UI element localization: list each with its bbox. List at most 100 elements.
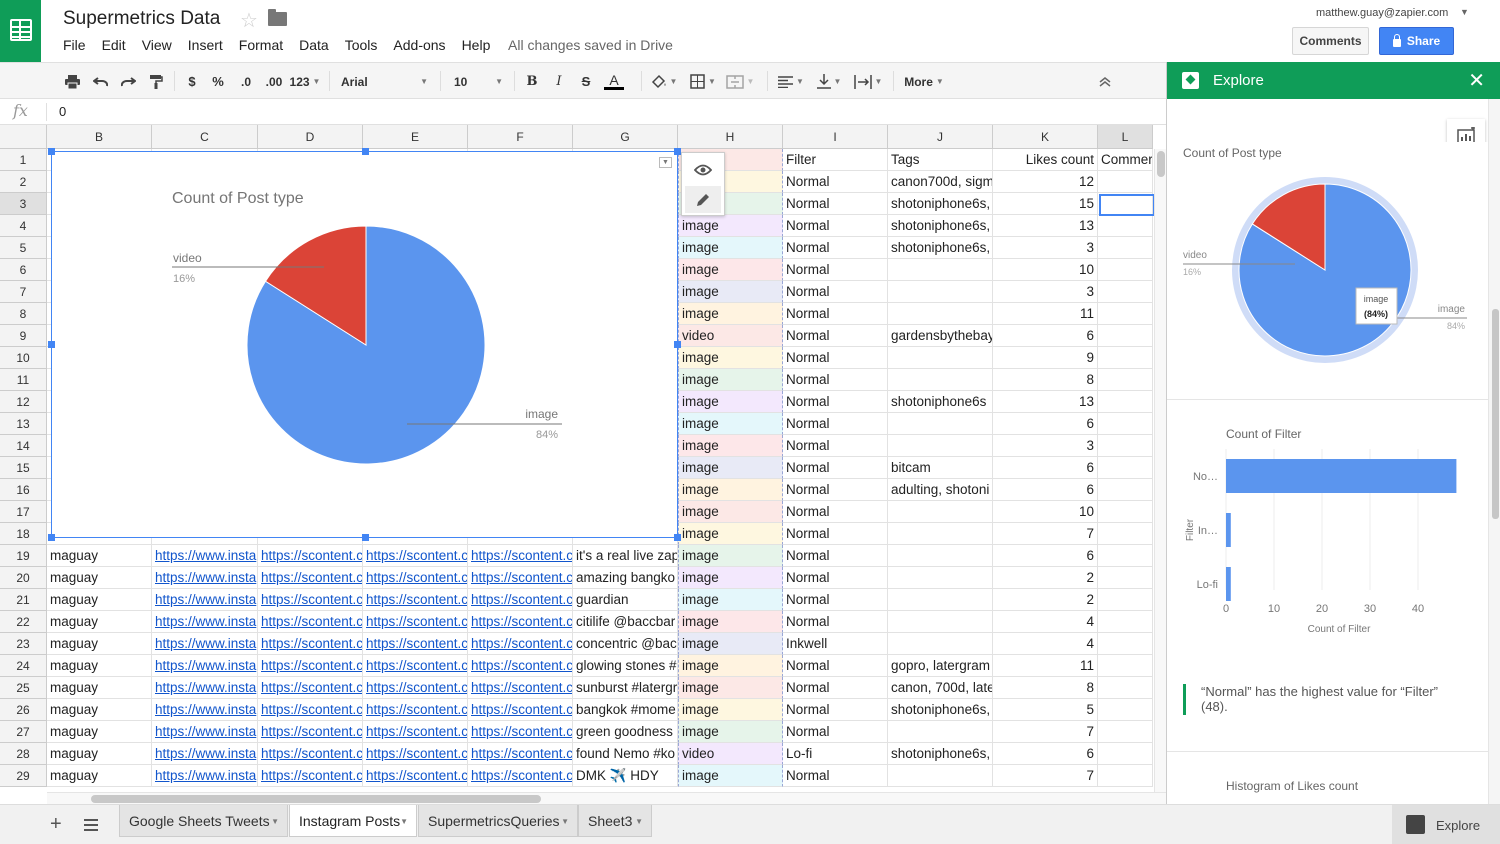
grid-cell[interactable]: image (678, 237, 783, 259)
grid-cell[interactable]: https://scontent.c (363, 633, 468, 655)
resize-handle[interactable] (48, 148, 55, 155)
grid-cell[interactable]: Normal (783, 501, 888, 523)
grid-cell[interactable]: maguay (47, 699, 152, 721)
grid-cell[interactable] (888, 259, 993, 281)
grid-cell[interactable]: https://www.insta (152, 765, 258, 787)
grid-cell[interactable]: 6 (993, 545, 1098, 567)
grid-cell[interactable] (1098, 259, 1153, 281)
grid-cell[interactable]: https://scontent.c (258, 589, 363, 611)
print-icon[interactable] (62, 63, 82, 100)
grid-cell[interactable]: image (678, 567, 783, 589)
grid-cell[interactable]: 11 (993, 303, 1098, 325)
bold-icon[interactable]: B (526, 74, 538, 89)
row-header[interactable]: 27 (0, 721, 47, 743)
grid-cell[interactable]: maguay (47, 545, 152, 567)
bar-inkwell[interactable] (1226, 513, 1231, 547)
grid-cell[interactable]: 6 (993, 457, 1098, 479)
grid-cell[interactable] (1098, 633, 1153, 655)
grid-cell[interactable]: https://scontent.c (468, 611, 573, 633)
grid-cell[interactable] (1098, 677, 1153, 699)
grid-cell[interactable] (1098, 457, 1153, 479)
grid-cell[interactable]: Filter (783, 149, 888, 171)
grid-cell[interactable]: shotoniphone6s (888, 391, 993, 413)
account-dropdown-icon[interactable]: ▼ (1460, 7, 1469, 17)
grid-cell[interactable] (1098, 655, 1153, 677)
grid-cell[interactable]: Normal (783, 391, 888, 413)
grid-cell[interactable] (1098, 237, 1153, 259)
grid-cell[interactable] (1098, 501, 1153, 523)
sheets-logo-icon[interactable] (0, 0, 41, 62)
grid-cell[interactable]: 4 (993, 611, 1098, 633)
grid-cell[interactable]: https://scontent.c (363, 545, 468, 567)
explore-scrollbar[interactable] (1488, 99, 1500, 804)
grid-cell[interactable] (888, 721, 993, 743)
grid-cell[interactable]: shotoniphone6s, (888, 215, 993, 237)
fill-color-icon[interactable]: ▼ (648, 63, 680, 100)
grid-cell[interactable]: https://scontent.c (363, 699, 468, 721)
grid-cell[interactable] (888, 369, 993, 391)
grid-cell[interactable]: 9 (993, 347, 1098, 369)
grid-cell[interactable]: Normal (783, 193, 888, 215)
grid-cell[interactable]: image (678, 457, 783, 479)
grid-cell[interactable]: Normal (783, 479, 888, 501)
grid-cell[interactable]: Normal (783, 699, 888, 721)
grid-cell[interactable]: amazing bangko (573, 567, 678, 589)
grid-cell[interactable]: https://scontent.c (258, 743, 363, 765)
column-header[interactable]: C (152, 125, 258, 149)
column-header[interactable]: E (363, 125, 468, 149)
grid-cell[interactable]: https://scontent.c (468, 567, 573, 589)
row-header[interactable]: 23 (0, 633, 47, 655)
grid-cell[interactable]: adulting, shotoni (888, 479, 993, 501)
select-all-corner[interactable] (0, 125, 47, 149)
menu-data[interactable]: Data (299, 37, 329, 53)
grid-cell[interactable]: Normal (783, 545, 888, 567)
grid-cell[interactable]: Normal (783, 655, 888, 677)
menu-tools[interactable]: Tools (344, 37, 378, 53)
grid-cell[interactable]: 6 (993, 413, 1098, 435)
grid-cell[interactable]: maguay (47, 567, 152, 589)
grid-cell[interactable]: Normal (783, 677, 888, 699)
grid-cell[interactable]: image (678, 655, 783, 677)
grid-cell[interactable]: https://scontent.c (468, 721, 573, 743)
grid-cell[interactable]: 8 (993, 677, 1098, 699)
grid-cell[interactable]: 13 (993, 391, 1098, 413)
grid-cell[interactable] (888, 611, 993, 633)
grid-cell[interactable]: https://scontent.c (363, 611, 468, 633)
column-header[interactable]: D (258, 125, 363, 149)
grid-cell[interactable]: image (678, 479, 783, 501)
row-header[interactable]: 8 (0, 303, 47, 325)
row-header[interactable]: 29 (0, 765, 47, 787)
menu-format[interactable]: Format (238, 37, 284, 53)
grid-cell[interactable]: Commer (1098, 149, 1153, 171)
grid-cell[interactable]: maguay (47, 655, 152, 677)
grid-cell[interactable]: sunburst #latergr (573, 677, 678, 699)
explore-button[interactable]: Explore (1392, 805, 1500, 844)
row-header[interactable]: 20 (0, 567, 47, 589)
grid-cell[interactable]: https://scontent.c (363, 655, 468, 677)
number-format-dropdown[interactable]: 123 ▼ (289, 74, 321, 89)
column-header[interactable]: I (783, 125, 888, 149)
grid-cell[interactable] (1098, 325, 1153, 347)
pencil-icon[interactable] (685, 186, 721, 213)
grid-cell[interactable]: video (678, 743, 783, 765)
grid-cell[interactable]: shotoniphone6s, (888, 237, 993, 259)
grid-cell[interactable] (888, 413, 993, 435)
row-header[interactable]: 12 (0, 391, 47, 413)
grid-cell[interactable]: image (678, 215, 783, 237)
grid-cell[interactable]: maguay (47, 589, 152, 611)
grid-cell[interactable]: Normal (783, 325, 888, 347)
grid-cell[interactable]: video (678, 325, 783, 347)
grid-cell[interactable]: image (678, 435, 783, 457)
strikethrough-icon[interactable]: S (581, 74, 591, 89)
grid-cell[interactable]: image (678, 611, 783, 633)
sheet-tab-menu-icon[interactable]: ▼ (271, 817, 279, 826)
grid-cell[interactable]: 3 (993, 281, 1098, 303)
text-color-icon[interactable]: A (602, 63, 626, 100)
formula-input[interactable]: 0 (59, 104, 67, 119)
menu-addons[interactable]: Add-ons (393, 37, 446, 53)
grid-cell[interactable]: image (678, 765, 783, 787)
grid-cell[interactable] (1098, 391, 1153, 413)
grid-cell[interactable]: image (678, 501, 783, 523)
grid-cell[interactable]: Inkwell (783, 633, 888, 655)
bar-normal[interactable] (1226, 459, 1457, 493)
